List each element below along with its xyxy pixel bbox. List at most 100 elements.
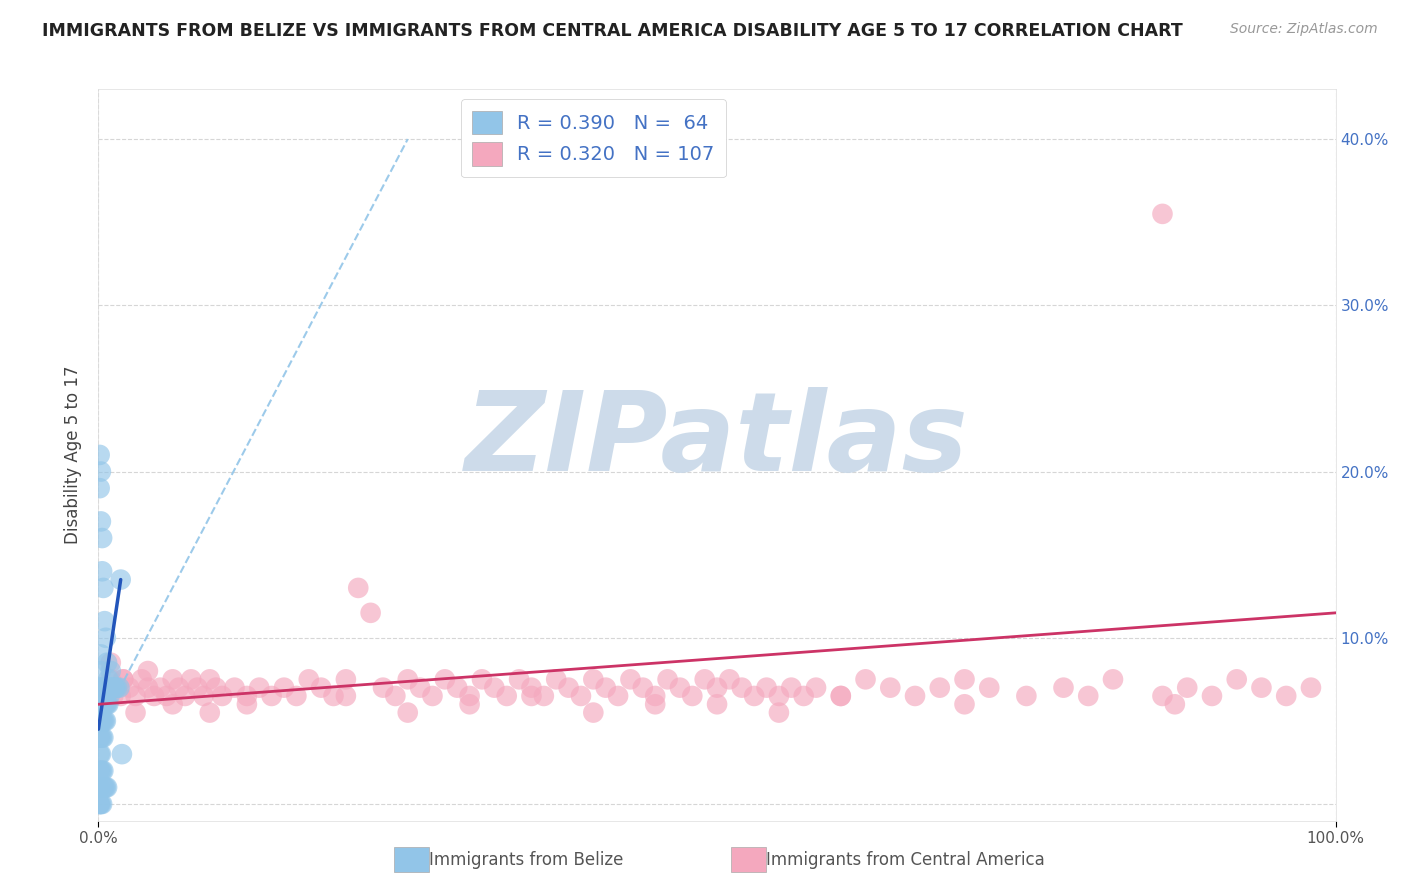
Point — [298, 673, 321, 687]
Point — [91, 714, 114, 728]
Point — [804, 681, 827, 695]
Legend: R = 0.390   N =  64, R = 0.320   N = 107: R = 0.390 N = 64, R = 0.320 N = 107 — [461, 99, 725, 178]
Point — [94, 631, 117, 645]
Point — [89, 764, 111, 778]
Point — [1275, 689, 1298, 703]
Point — [124, 706, 146, 720]
Point — [108, 681, 131, 695]
Point — [830, 689, 852, 703]
Point — [97, 673, 120, 687]
Point — [110, 573, 132, 587]
Point — [180, 673, 202, 687]
Point — [546, 673, 568, 687]
Point — [90, 648, 112, 662]
Point — [110, 689, 132, 703]
Point — [236, 698, 259, 712]
Point — [93, 698, 115, 712]
Point — [131, 673, 153, 687]
Point — [433, 673, 456, 687]
Point — [89, 731, 111, 745]
Point — [96, 780, 118, 795]
Point — [285, 689, 308, 703]
Point — [100, 681, 122, 695]
Point — [143, 689, 166, 703]
Point — [1250, 681, 1272, 695]
Point — [89, 747, 111, 761]
Point — [1102, 673, 1125, 687]
Point — [669, 681, 692, 695]
Point — [89, 448, 111, 462]
Point — [718, 673, 741, 687]
Point — [904, 689, 927, 703]
Point — [93, 681, 115, 695]
Point — [198, 673, 221, 687]
Point — [103, 681, 125, 695]
Point — [103, 689, 125, 703]
Point — [93, 731, 115, 745]
Point — [768, 706, 790, 720]
Point — [322, 689, 344, 703]
Point — [93, 764, 115, 778]
Point — [236, 689, 259, 703]
Point — [1201, 689, 1223, 703]
Point — [247, 681, 270, 695]
Point — [97, 698, 120, 712]
Point — [569, 689, 592, 703]
Point — [396, 673, 419, 687]
Point — [91, 681, 114, 695]
Point — [1052, 681, 1074, 695]
Point — [90, 747, 112, 761]
Point — [90, 714, 112, 728]
Point — [471, 673, 494, 687]
Point — [205, 681, 228, 695]
Point — [90, 731, 112, 745]
Point — [1152, 689, 1174, 703]
Point — [118, 681, 141, 695]
Point — [631, 681, 654, 695]
Text: Immigrants from Belize: Immigrants from Belize — [429, 851, 623, 869]
Point — [136, 681, 159, 695]
Point — [103, 681, 125, 695]
Point — [91, 531, 114, 545]
Text: Immigrants from Central America: Immigrants from Central America — [766, 851, 1045, 869]
Point — [619, 673, 641, 687]
Point — [198, 706, 221, 720]
Point — [96, 698, 118, 712]
Point — [105, 681, 128, 695]
Point — [100, 656, 122, 670]
Point — [260, 689, 283, 703]
Point — [396, 706, 419, 720]
Point — [89, 481, 111, 495]
Point — [90, 515, 112, 529]
Point — [335, 689, 357, 703]
Point — [446, 681, 468, 695]
Point — [112, 673, 135, 687]
Point — [582, 706, 605, 720]
Point — [371, 681, 394, 695]
Point — [96, 681, 118, 695]
Point — [98, 689, 121, 703]
Point — [1164, 698, 1187, 712]
Point — [607, 689, 630, 703]
Point — [89, 681, 111, 695]
Point — [780, 681, 803, 695]
Point — [89, 714, 111, 728]
Point — [162, 673, 184, 687]
Point — [793, 689, 815, 703]
Point — [93, 714, 115, 728]
Point — [90, 664, 112, 678]
Point — [273, 681, 295, 695]
Point — [94, 780, 117, 795]
Point — [111, 747, 134, 761]
Point — [879, 681, 901, 695]
Point — [755, 681, 778, 695]
Text: Source: ZipAtlas.com: Source: ZipAtlas.com — [1230, 22, 1378, 37]
Point — [93, 581, 115, 595]
Point — [595, 681, 617, 695]
Point — [644, 698, 666, 712]
Point — [174, 689, 197, 703]
Point — [224, 681, 246, 695]
Point — [97, 681, 120, 695]
Point — [458, 689, 481, 703]
Point — [706, 681, 728, 695]
